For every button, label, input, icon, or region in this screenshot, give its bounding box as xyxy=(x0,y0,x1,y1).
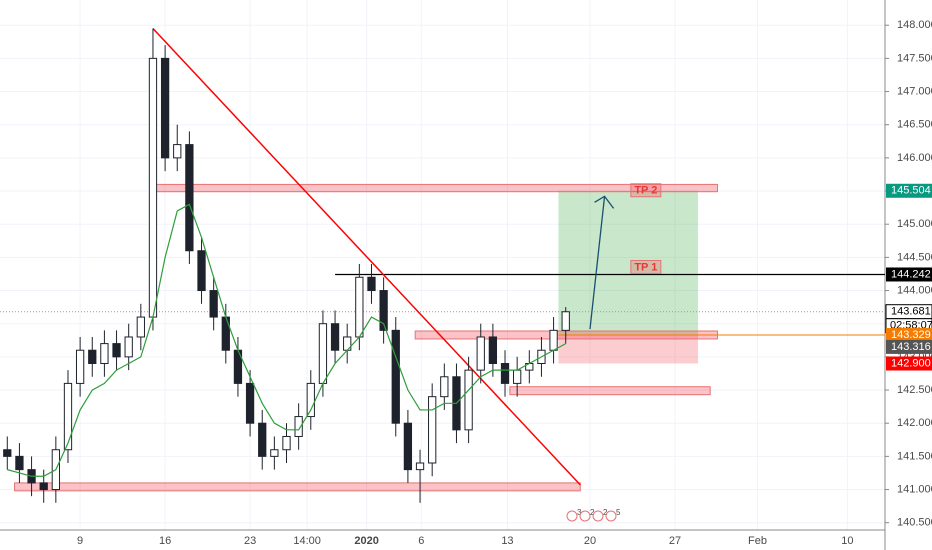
y-tick-label: 141.000 xyxy=(897,483,932,495)
candle-body xyxy=(330,323,340,351)
candle-body xyxy=(136,316,145,338)
candle-body xyxy=(160,57,170,159)
y-tick-label: 145.000 xyxy=(897,218,932,230)
candle-body xyxy=(476,336,485,371)
candle-body xyxy=(63,382,73,451)
y-tick-label: 146.500 xyxy=(897,119,932,131)
candle-body xyxy=(245,382,255,424)
moving-average xyxy=(7,203,567,477)
price-tag xyxy=(886,328,932,343)
x-tick-label: 13 xyxy=(501,535,513,547)
x-tick-label: 23 xyxy=(244,535,256,547)
candle-body xyxy=(258,422,267,457)
y-tick-label: 141.500 xyxy=(897,450,932,462)
event-icon xyxy=(579,510,591,522)
candle-body xyxy=(561,311,570,331)
y-tick-label: 147.000 xyxy=(897,85,932,97)
candle-body xyxy=(355,276,364,338)
candle-body xyxy=(3,449,12,457)
tp-label: TP 2 xyxy=(634,185,657,197)
event-icon xyxy=(566,510,578,522)
x-tick-label: 16 xyxy=(159,535,171,547)
candle-body xyxy=(15,455,24,471)
x-tick-label: 2020 xyxy=(354,535,378,547)
candle-body xyxy=(464,369,473,431)
candle-body xyxy=(367,276,376,292)
profit-zone xyxy=(558,190,699,336)
y-tick-label: 144.500 xyxy=(897,251,932,263)
candle-body xyxy=(185,144,194,252)
event-icon xyxy=(605,510,617,522)
event-label: 2 xyxy=(603,508,608,517)
zone xyxy=(509,386,711,396)
price-tag-label: 143.681 xyxy=(891,306,931,318)
y-tick-label: 147.500 xyxy=(897,52,932,64)
price-tag xyxy=(886,183,932,198)
candle-body xyxy=(428,396,437,464)
candle-body xyxy=(440,376,449,398)
y-tick-label: 140.500 xyxy=(897,517,932,529)
candle-body xyxy=(379,290,388,331)
candle-body xyxy=(415,462,425,471)
candle-body xyxy=(197,250,206,292)
candle-body xyxy=(294,416,303,437)
candle-body xyxy=(488,336,498,365)
candle-body xyxy=(148,57,158,318)
price-tag-label: 145.504 xyxy=(891,185,931,197)
y-tick-label: 142.000 xyxy=(897,417,932,429)
price-tag-label: 142.900 xyxy=(891,357,931,369)
tp-label-box xyxy=(630,259,662,274)
candle-body xyxy=(173,144,182,159)
candle-body xyxy=(124,336,133,358)
price-tag xyxy=(886,356,932,371)
price-tag xyxy=(886,267,932,282)
candle-body xyxy=(549,329,558,351)
arrow xyxy=(589,196,606,330)
candle-body xyxy=(391,329,400,424)
candle-body xyxy=(209,290,218,318)
candle-body xyxy=(75,349,85,384)
y-tick-label: 146.000 xyxy=(897,152,932,164)
x-tick-label: 14:00 xyxy=(293,535,321,547)
candle-body xyxy=(270,449,279,457)
loss-zone xyxy=(558,335,699,364)
x-tick-label: 20 xyxy=(584,535,596,547)
candle-body xyxy=(282,435,291,451)
candle-body xyxy=(403,422,413,471)
arrow-head xyxy=(594,195,615,209)
candle-body xyxy=(318,323,328,384)
candle-body xyxy=(88,349,97,365)
candle-body xyxy=(39,482,48,491)
tp-label: TP 1 xyxy=(634,261,657,273)
event-label: 3 xyxy=(577,508,582,517)
y-tick-label: 144.000 xyxy=(897,284,932,296)
x-tick-label: 9 xyxy=(77,535,83,547)
candle-body xyxy=(221,316,230,351)
event-label: 2 xyxy=(590,508,595,517)
x-tick-label: Feb xyxy=(748,535,767,547)
x-tick-label: 6 xyxy=(418,535,424,547)
candle-body xyxy=(306,382,315,418)
tp-label-box xyxy=(630,183,662,198)
price-tag-label: 143.316 xyxy=(891,341,931,353)
candle-body xyxy=(100,343,109,365)
x-tick-label: 10 xyxy=(841,535,853,547)
candle-body xyxy=(112,343,121,358)
event-icon xyxy=(592,510,604,522)
trendline xyxy=(152,28,581,486)
y-tick-label: 142.500 xyxy=(897,384,932,396)
x-tick-label: 27 xyxy=(669,535,681,547)
price-tag xyxy=(886,339,932,354)
price-tag-label: 143.329 xyxy=(891,329,931,341)
y-tick-label: 148.000 xyxy=(897,19,932,31)
candle-body xyxy=(500,363,510,384)
candle-body xyxy=(513,369,522,384)
zone xyxy=(14,482,581,492)
price-tag-label: 144.242 xyxy=(891,268,931,280)
event-label: 5 xyxy=(616,508,621,517)
